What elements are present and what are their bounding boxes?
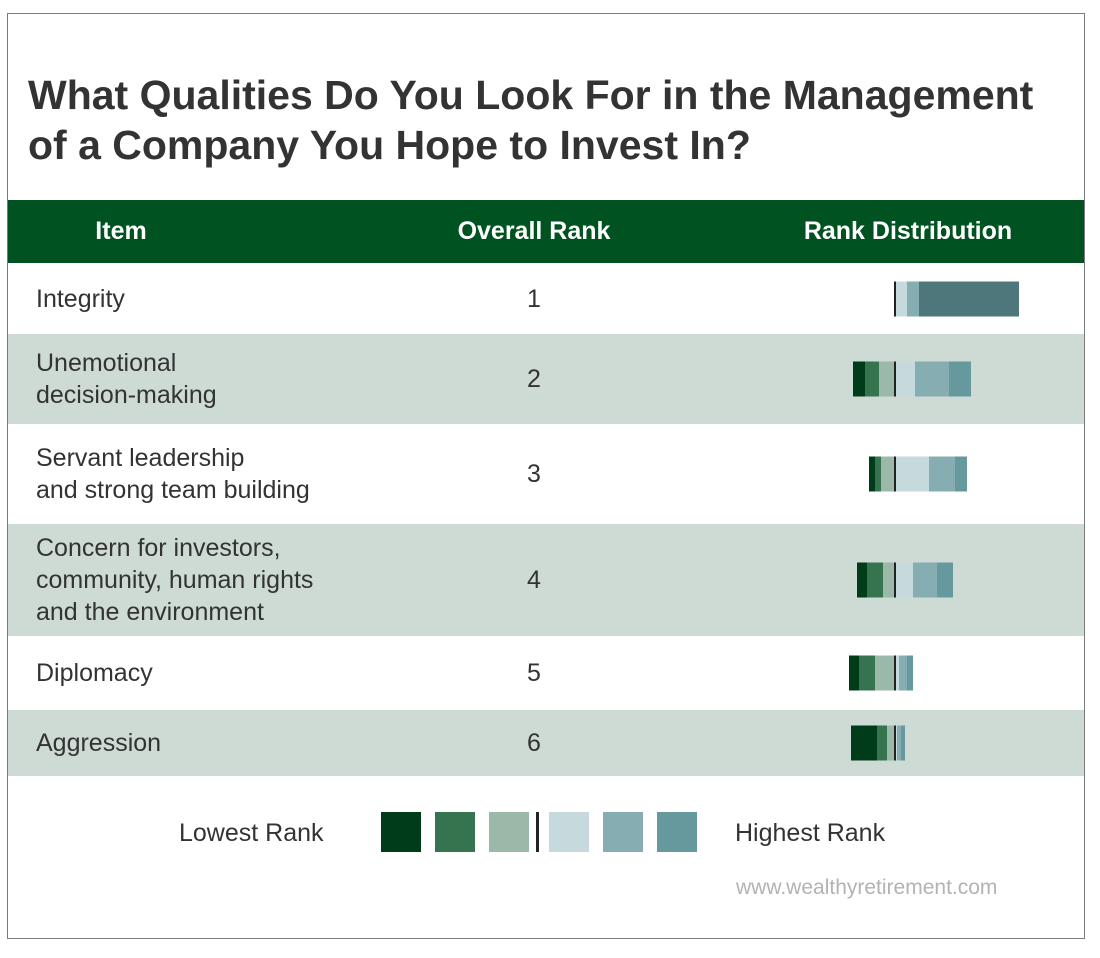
item-label: Servant leadership and strong team build…: [36, 444, 310, 504]
table-row: Diplomacy 5: [8, 636, 1084, 710]
table-header: Item Overall Rank Rank Distribution: [8, 200, 1084, 263]
item-label: Integrity: [36, 285, 125, 313]
legend-divider: [536, 812, 539, 852]
segment-rank-3: [895, 562, 913, 598]
segment-rank-1: [907, 655, 913, 691]
segment-rank-4: [875, 655, 895, 691]
legend-swatch: [603, 812, 643, 852]
segment-rank-6: [853, 361, 865, 397]
segment-rank-3: [895, 361, 915, 397]
overall-rank-value: 3: [527, 459, 541, 488]
table-row: Aggression 6: [8, 710, 1084, 776]
table-row: Servant leadership and strong team build…: [8, 424, 1084, 524]
segment-rank-2: [913, 562, 937, 598]
median-divider: [894, 361, 896, 397]
item-label: Unemotional decision-making: [36, 349, 217, 409]
table-row: Concern for investors, community, human …: [8, 524, 1084, 636]
segment-rank-6: [851, 725, 877, 761]
segment-rank-3: [895, 456, 929, 492]
overall-rank-value: 1: [527, 284, 541, 313]
segment-rank-1: [919, 281, 1019, 317]
overall-rank-value: 5: [527, 658, 541, 687]
table-row: Integrity 1: [8, 264, 1084, 334]
segment-rank-2: [929, 456, 955, 492]
item-label: Diplomacy: [36, 659, 153, 687]
segment-rank-5: [867, 562, 883, 598]
segment-rank-5: [865, 361, 879, 397]
chart-title: What Qualities Do You Look For in the Ma…: [28, 72, 1034, 168]
segment-rank-4: [879, 361, 895, 397]
segment-rank-2: [897, 725, 901, 761]
median-divider: [894, 456, 896, 492]
median-divider: [894, 655, 896, 691]
overall-rank-value: 4: [527, 565, 541, 594]
segment-rank-1: [937, 562, 953, 598]
segment-rank-1: [901, 725, 905, 761]
segment-rank-2: [899, 655, 907, 691]
table-row: Unemotional decision-making 2: [8, 334, 1084, 424]
segment-rank-6: [857, 562, 867, 598]
segment-rank-1: [949, 361, 971, 397]
segment-rank-1: [955, 456, 967, 492]
segment-rank-5: [877, 725, 887, 761]
segment-rank-4: [881, 456, 895, 492]
segment-rank-3: [895, 655, 899, 691]
rank-distribution-bar: [849, 655, 913, 691]
legend-swatch: [549, 812, 589, 852]
legend-high-label: Highest Rank: [735, 819, 886, 847]
rank-distribution-bar: [853, 361, 971, 397]
legend-low-label: Lowest Rank: [179, 819, 324, 847]
segment-rank-4: [887, 725, 895, 761]
rank-distribution-bar: [894, 281, 1019, 317]
rank-distribution-bar: [857, 562, 953, 598]
legend-swatch: [657, 812, 697, 852]
median-divider: [894, 562, 896, 598]
overall-rank-value: 6: [527, 728, 541, 757]
segment-rank-6: [869, 456, 875, 492]
segment-rank-5: [875, 456, 881, 492]
header-item: Item: [95, 217, 147, 245]
item-label: Aggression: [36, 729, 162, 757]
overall-rank-value: 2: [527, 364, 541, 393]
segment-rank-3: [895, 281, 907, 317]
segment-rank-6: [849, 655, 859, 691]
legend-swatch: [435, 812, 475, 852]
header-rank-distribution: Rank Distribution: [803, 217, 1013, 245]
segment-rank-2: [915, 361, 949, 397]
segment-rank-5: [859, 655, 875, 691]
legend-swatch: [381, 812, 421, 852]
item-label: Concern for investors, community, human …: [36, 534, 314, 626]
rank-distribution-bar: [851, 725, 905, 761]
segment-rank-4: [883, 562, 895, 598]
rank-distribution-bar: [869, 456, 967, 492]
legend-swatch: [489, 812, 529, 852]
median-divider: [894, 281, 896, 317]
median-divider: [894, 725, 896, 761]
source-url: www.wealthyretirement.com: [736, 876, 998, 899]
header-overall-rank: Overall Rank: [457, 217, 611, 245]
segment-rank-2: [907, 281, 919, 317]
chart-frame: What Qualities Do You Look For in the Ma…: [7, 13, 1085, 939]
